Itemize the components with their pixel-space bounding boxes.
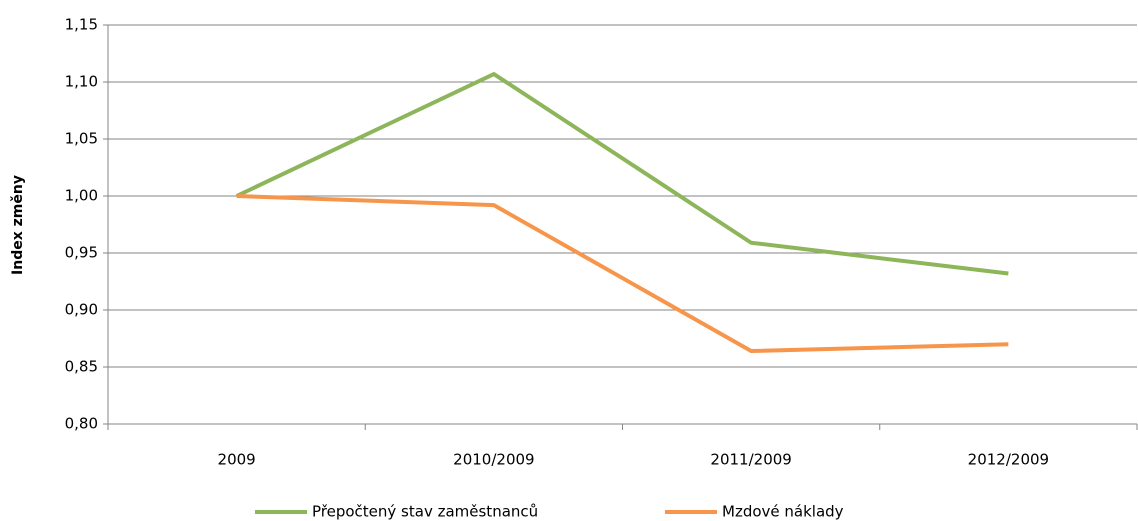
x-tick-label: 2012/2009 [968,451,1049,469]
y-tick-label: 0,85 [65,358,98,376]
y-tick-label: 0,90 [65,301,98,319]
y-tick-label: 0,80 [65,415,98,433]
x-tick-label: 2011/2009 [710,451,791,469]
series-line [236,194,1009,354]
x-tick-label: 2009 [218,451,256,469]
y-tick-label: 1,00 [65,187,98,205]
x-tick-label: 2010/2009 [453,451,534,469]
y-axis-title: Index změny [10,175,26,275]
legend-label: Přepočtený stav zaměstnanců [312,503,538,521]
y-tick-label: 1,10 [65,73,98,91]
legend-label: Mzdové náklady [722,503,844,521]
y-tick-label: 1,15 [65,16,98,34]
y-tick-label: 1,05 [65,130,98,148]
y-tick-label: 0,95 [65,244,98,262]
series-line [235,72,1009,276]
